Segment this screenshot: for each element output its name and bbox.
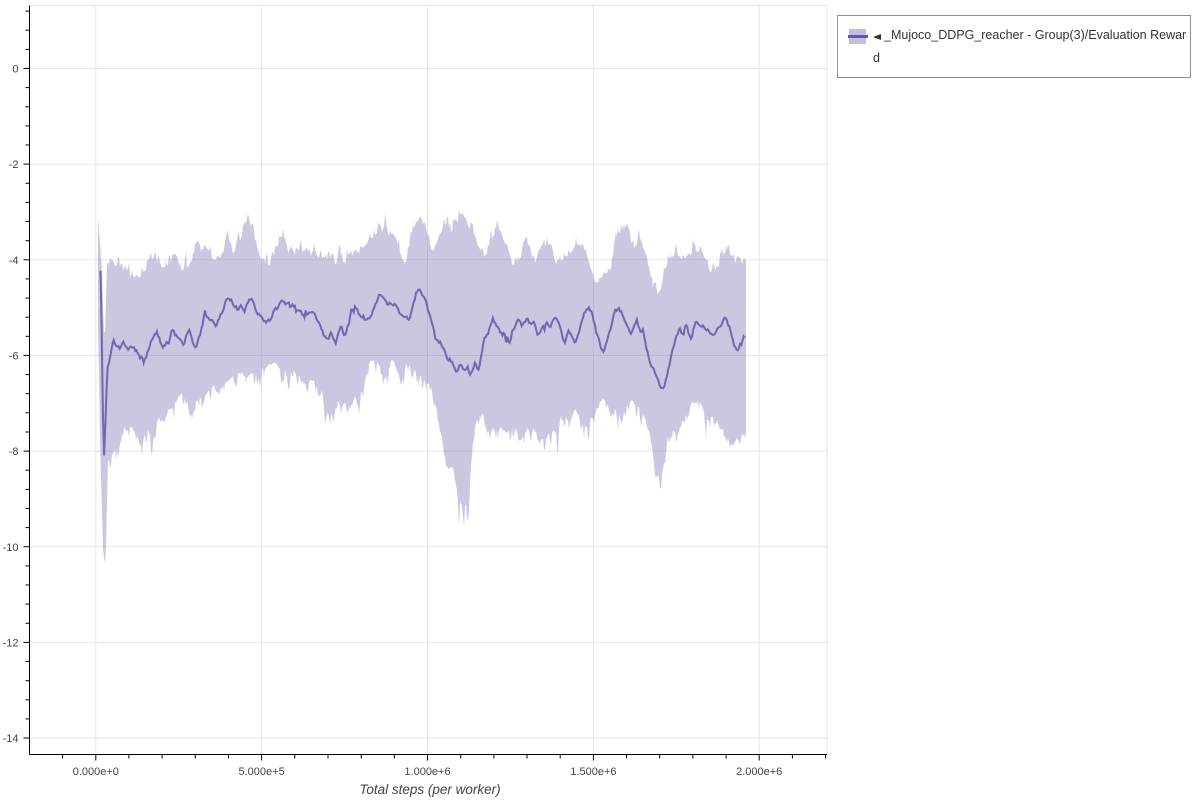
svg-text:-6: -6 <box>9 351 19 363</box>
svg-text:5.000e+5: 5.000e+5 <box>239 766 285 778</box>
svg-text:2.000e+6: 2.000e+6 <box>736 766 782 778</box>
svg-text:-14: -14 <box>3 733 19 745</box>
svg-text:Total steps (per worker): Total steps (per worker) <box>359 782 500 797</box>
svg-text:1.500e+6: 1.500e+6 <box>570 766 616 778</box>
svg-text:-4: -4 <box>9 255 19 267</box>
svg-text:1.000e+6: 1.000e+6 <box>404 766 450 778</box>
svg-text:0.000e+0: 0.000e+0 <box>73 766 119 778</box>
svg-text:-8: -8 <box>9 446 19 458</box>
svg-text:-12: -12 <box>3 637 19 649</box>
svg-text:0: 0 <box>12 64 18 76</box>
svg-text:-10: -10 <box>3 542 19 554</box>
svg-text:-2: -2 <box>9 159 19 171</box>
